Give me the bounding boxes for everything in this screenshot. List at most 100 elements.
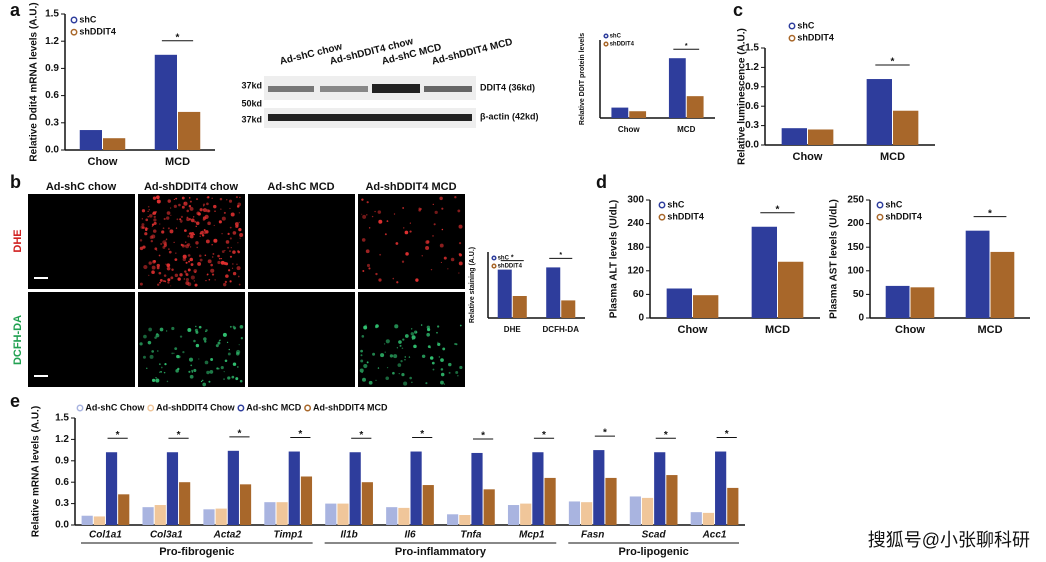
stain-speck: [205, 329, 208, 332]
stain-speck: [458, 224, 463, 229]
stain-speck: [206, 370, 210, 375]
stain-speck: [237, 242, 239, 244]
y-tick-label: 0: [638, 313, 644, 324]
stain-speck: [371, 215, 374, 218]
stain-speck: [226, 341, 229, 344]
significance-mark: *: [725, 429, 729, 440]
stain-speck: [458, 261, 463, 266]
stain-speck: [154, 336, 157, 339]
bar: [227, 450, 239, 525]
bar: [593, 450, 605, 525]
panel-letter: b: [10, 172, 21, 192]
stain-speck: [173, 352, 175, 355]
stain-speck: [227, 232, 230, 235]
stain-speck: [222, 282, 227, 287]
stain-speck: [375, 324, 379, 328]
stain-speck: [206, 196, 210, 199]
y-tick-label: 1.2: [745, 62, 759, 73]
stain-speck: [235, 196, 238, 199]
stain-speck: [359, 368, 364, 373]
stain-speck: [169, 207, 172, 209]
stain-speck: [360, 359, 364, 363]
stain-speck: [205, 279, 207, 282]
stain-speck: [401, 260, 405, 263]
stain-speck: [440, 358, 444, 362]
y-tick-label: 0.3: [745, 120, 759, 131]
stain-speck: [442, 347, 446, 351]
stain-speck: [212, 252, 215, 255]
bar: [520, 503, 532, 525]
stain-speck: [459, 365, 463, 370]
stain-speck: [230, 212, 235, 217]
stain-speck: [212, 256, 214, 258]
stain-speck: [403, 381, 408, 386]
significance-mark: *: [559, 252, 562, 259]
stain-speck: [238, 221, 240, 224]
stain-speck: [360, 354, 363, 357]
stain-speck: [229, 250, 231, 252]
stain-speck: [223, 378, 225, 380]
legend-marker: [603, 33, 609, 39]
stain-speck: [177, 367, 180, 371]
stain-speck: [411, 338, 414, 341]
marker-label: 37kd: [241, 114, 262, 124]
stain-speck: [429, 346, 431, 349]
stain-speck: [150, 240, 153, 243]
lane-label: Ad-shDDIT4 MCD: [431, 37, 514, 68]
stain-speck: [372, 352, 376, 356]
stain-speck: [438, 356, 441, 358]
x-tick-label: Chow: [88, 156, 118, 168]
panel-letter: e: [10, 391, 20, 411]
stain-speck: [227, 246, 230, 249]
stain-speck: [211, 197, 213, 200]
micrograph: [28, 194, 135, 289]
bar: [893, 110, 919, 145]
stain-speck: [148, 261, 152, 265]
stain-speck: [228, 269, 231, 272]
stain-speck: [224, 249, 226, 252]
stain-speck: [225, 274, 229, 278]
stain-speck: [175, 197, 178, 200]
bar: [885, 285, 910, 318]
stain-speck: [174, 347, 178, 351]
stain-speck: [183, 202, 186, 204]
stain-speck: [378, 278, 382, 282]
bar: [105, 452, 118, 525]
y-axis-label: Plasma ALT levels (U/dL): [609, 200, 620, 318]
stain-speck: [210, 358, 214, 361]
stain-speck: [384, 233, 387, 236]
stain-speck: [232, 263, 234, 265]
significance-mark: *: [891, 57, 895, 68]
stain-speck: [386, 220, 389, 223]
stain-speck: [166, 330, 168, 332]
stain-speck: [168, 248, 170, 250]
stain-speck: [166, 380, 169, 383]
stain-speck: [207, 259, 212, 264]
stain-speck: [148, 274, 150, 277]
stain-speck: [142, 355, 146, 359]
stain-speck: [238, 283, 241, 286]
stain-speck: [361, 198, 364, 201]
stain-speck: [151, 270, 155, 275]
stain-speck: [141, 209, 146, 213]
stain-speck: [229, 226, 232, 229]
y-tick-label: 1.5: [55, 413, 69, 424]
stain-speck: [151, 378, 156, 382]
bar: [693, 295, 719, 318]
stain-speck: [229, 207, 231, 210]
stain-speck: [149, 354, 154, 359]
stain-speck: [163, 274, 167, 277]
significance-mark: *: [664, 430, 668, 441]
bar: [778, 261, 804, 318]
stain-speck: [217, 254, 220, 258]
bar: [410, 451, 422, 525]
y-tick-label: 0.0: [45, 145, 59, 156]
stain-speck: [155, 377, 157, 379]
stain-speck: [182, 254, 187, 259]
stain-speck: [398, 340, 402, 344]
stain-speck: [408, 356, 411, 358]
stain-speck: [402, 207, 405, 209]
stain-speck: [389, 354, 394, 358]
y-tick-label: 0.3: [55, 498, 69, 509]
x-tick-label: Acta2: [213, 530, 242, 541]
